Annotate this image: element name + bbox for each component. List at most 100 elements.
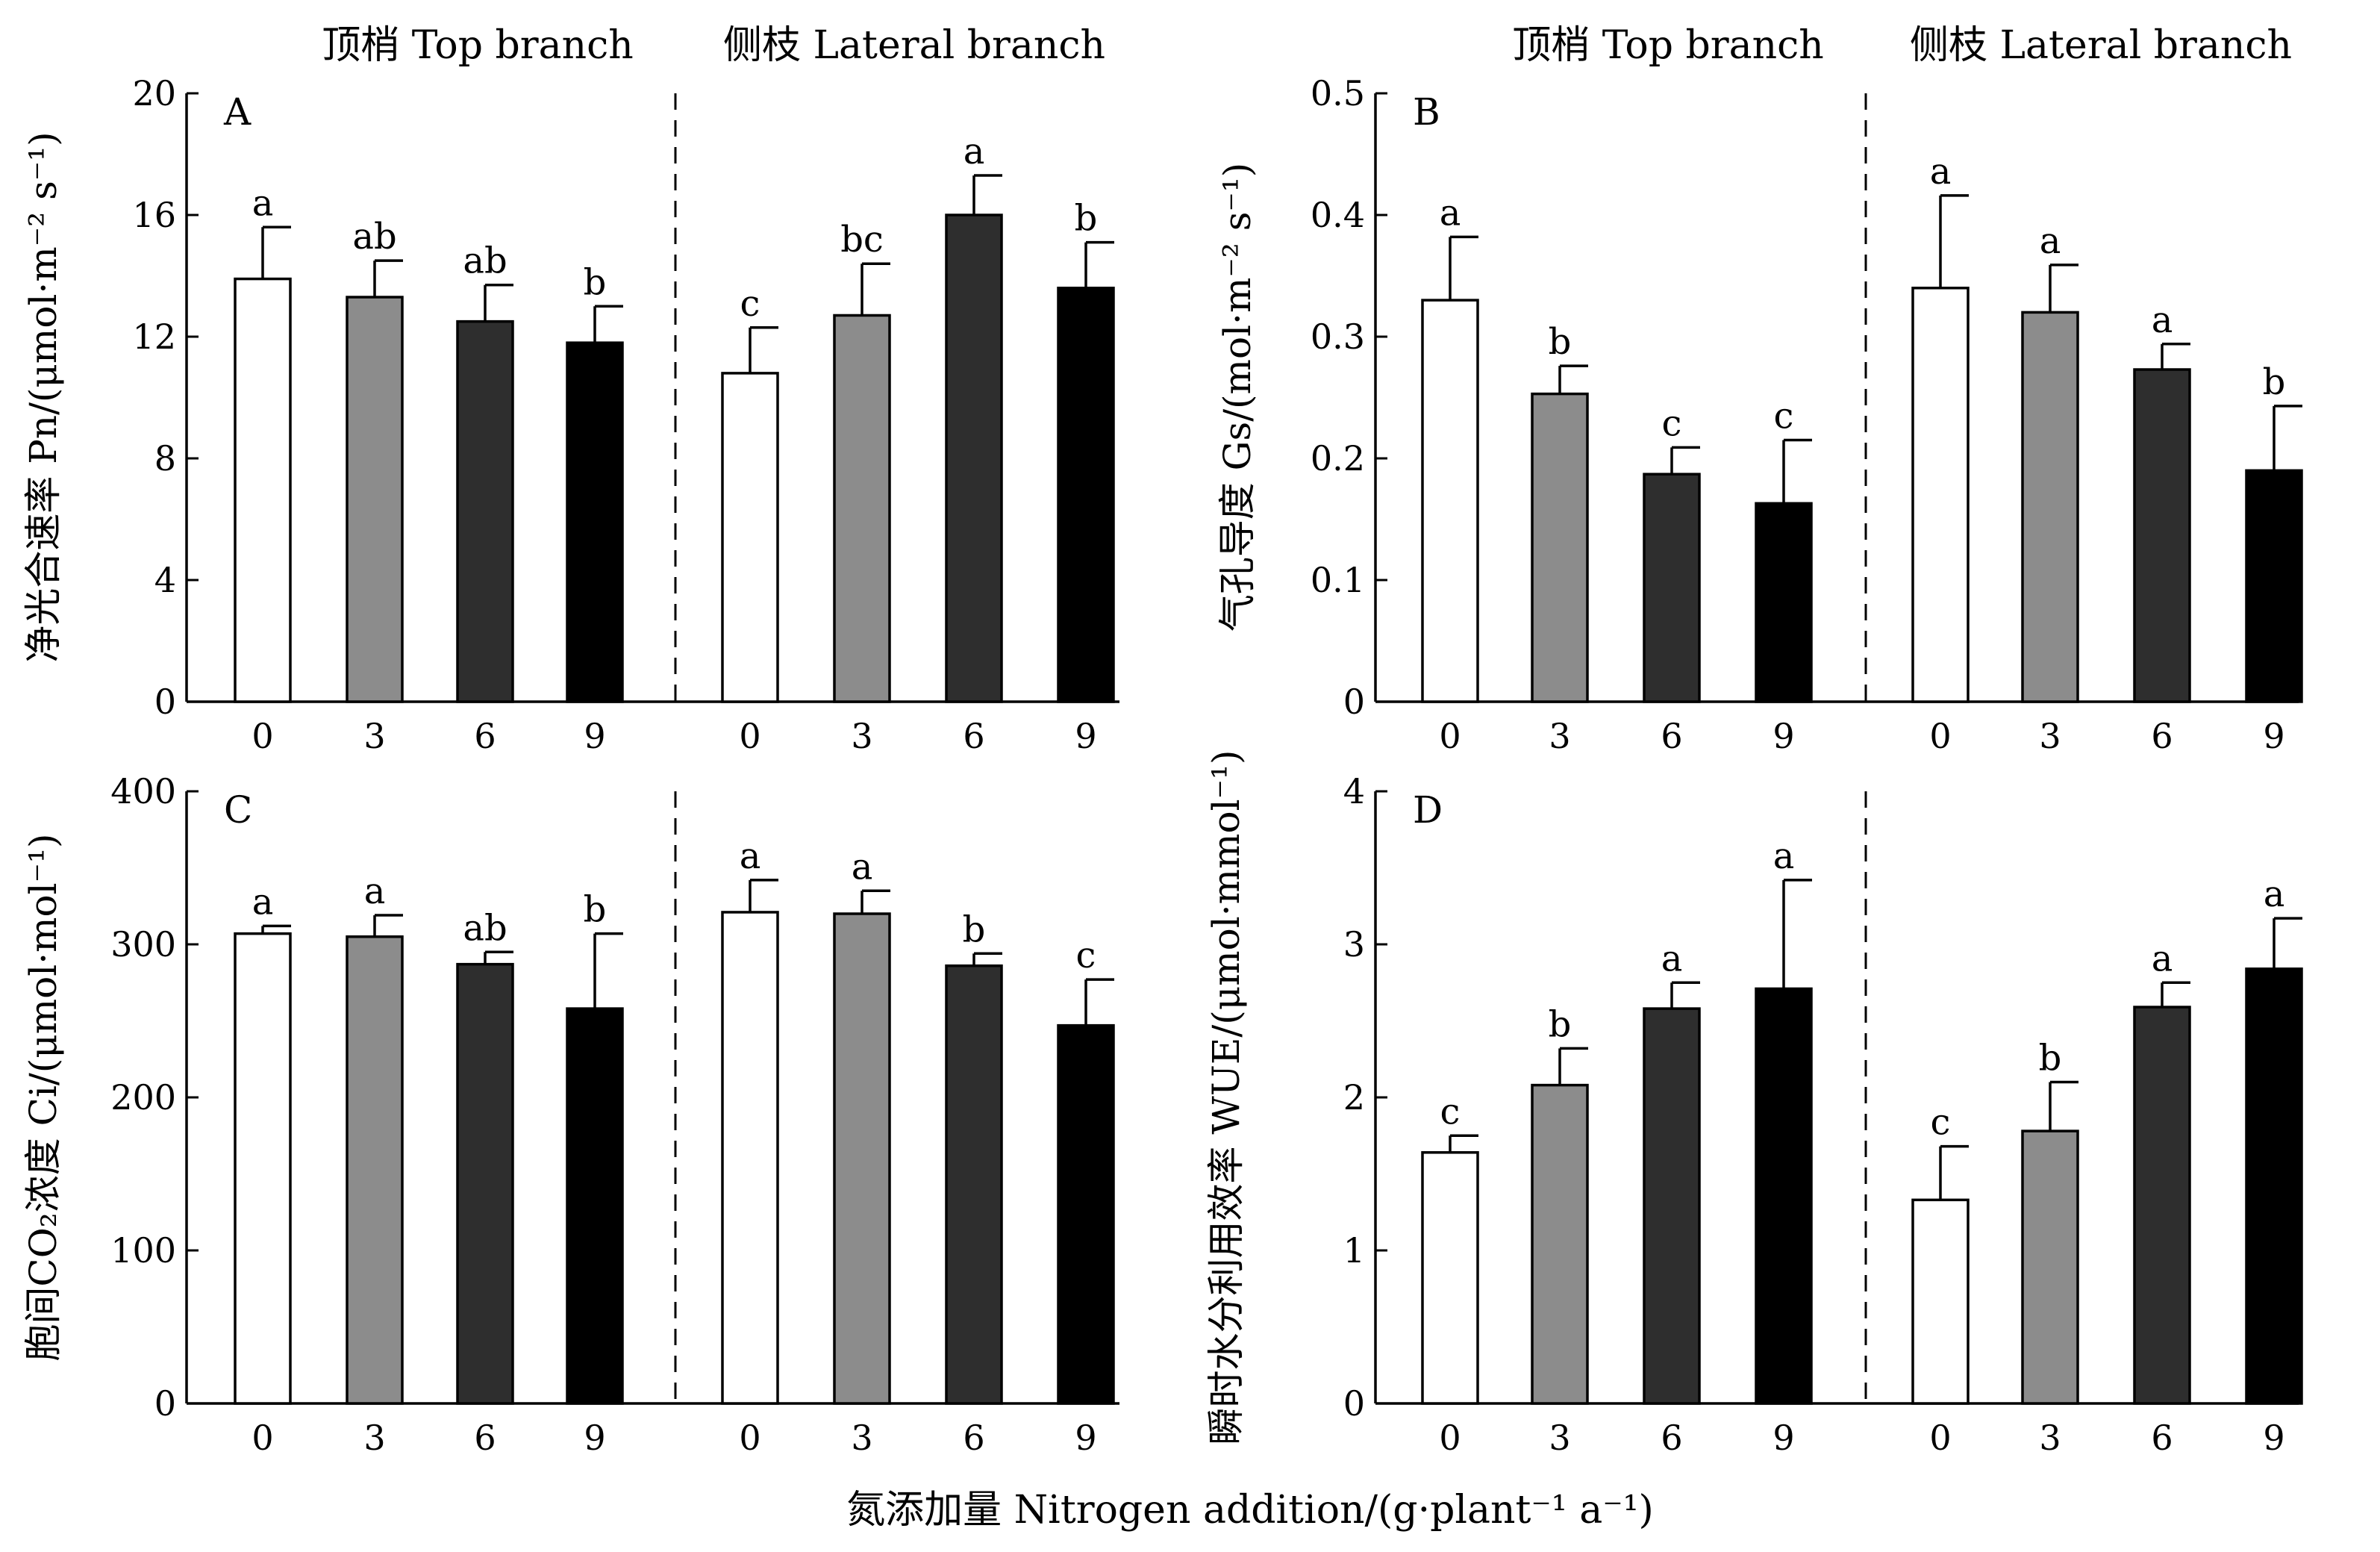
- significance-letter: c: [1440, 1091, 1461, 1132]
- x-axis-title: 氮添加量 Nitrogen addition/(g·plant⁻¹ a⁻¹): [846, 1488, 1654, 1533]
- y-tick-label: 0: [154, 1383, 176, 1424]
- bar: [2245, 967, 2303, 1405]
- x-tick-label: 3: [2039, 716, 2061, 756]
- y-tick-label: 0: [1343, 1383, 1365, 1424]
- bar: [1421, 299, 1479, 703]
- significance-letter: a: [740, 835, 761, 877]
- y-tick-label: 12: [132, 317, 176, 357]
- y-tick-label: 4: [154, 560, 176, 600]
- significance-letter: b: [2263, 361, 2286, 403]
- bar: [833, 314, 891, 703]
- bar: [1643, 1007, 1701, 1405]
- bar: [2021, 311, 2079, 703]
- significance-letter: ab: [463, 907, 507, 949]
- bar: [566, 341, 624, 703]
- x-tick-label: 0: [1929, 716, 1951, 756]
- significance-letter: ab: [463, 240, 507, 282]
- y-axis-title: 净光合速率 Pn/(μmol·m⁻² s⁻¹): [22, 131, 65, 662]
- bar: [456, 962, 514, 1405]
- x-tick-label: 3: [1549, 716, 1570, 756]
- significance-letter: a: [2152, 299, 2173, 341]
- x-tick-label: 9: [2263, 1418, 2284, 1458]
- bar: [2133, 1006, 2191, 1405]
- x-tick-label: 9: [2263, 716, 2284, 756]
- x-tick-label: 3: [363, 1418, 385, 1458]
- x-tick-label: 9: [1075, 716, 1096, 756]
- significance-letter: a: [1930, 151, 1952, 193]
- bar: [945, 964, 1003, 1405]
- bar: [1531, 392, 1589, 703]
- y-tick-label: 0.4: [1311, 195, 1365, 235]
- y-tick-label: 0.5: [1311, 73, 1365, 113]
- y-tick-label: 300: [110, 924, 176, 964]
- y-tick-label: 0.3: [1311, 317, 1365, 357]
- significance-letter: a: [2152, 938, 2173, 979]
- significance-letter: b: [1549, 321, 1572, 363]
- group-title-a-top: 顶梢 Top branch: [322, 23, 634, 68]
- significance-letter: ab: [352, 216, 396, 258]
- x-tick-label: 0: [1439, 716, 1461, 756]
- significance-letter: b: [584, 889, 607, 931]
- x-tick-label: 0: [1929, 1418, 1951, 1458]
- bar: [1755, 502, 1813, 703]
- bar: [1421, 1151, 1479, 1405]
- group-title-b-top: 顶梢 Top branch: [1512, 23, 1824, 68]
- y-tick-label: 3: [1343, 924, 1365, 964]
- y-tick-label: 4: [1343, 771, 1365, 811]
- y-tick-label: 400: [110, 771, 176, 811]
- bar: [566, 1007, 624, 1405]
- bar: [1911, 287, 1970, 703]
- bar: [1911, 1198, 1970, 1405]
- y-axis-title: 瞬时水分利用效率 WUE/(μmol·mmol⁻¹): [1205, 749, 1248, 1445]
- y-axis-title: 气孔导度 Gs/(mol·m⁻² s⁻¹): [1216, 163, 1259, 632]
- y-tick-label: 0.2: [1311, 438, 1365, 479]
- significance-letter: bc: [840, 219, 884, 261]
- y-tick-label: 100: [110, 1230, 176, 1271]
- panel-label: B: [1413, 90, 1440, 134]
- significance-letter: b: [584, 261, 607, 303]
- significance-letter: a: [852, 846, 873, 888]
- x-tick-label: 6: [963, 716, 984, 756]
- significance-letter: a: [963, 131, 985, 172]
- significance-letter: c: [1076, 935, 1096, 976]
- y-tick-label: 1: [1343, 1230, 1365, 1271]
- panel-c: 0 100 200 300 400 C 胞间CO₂浓度 Ci/(μmol·mol⁻¹) a 0 a…: [22, 771, 1119, 1458]
- x-tick-label: 6: [1661, 716, 1682, 756]
- significance-letter: c: [1931, 1102, 1951, 1144]
- bar: [346, 296, 404, 703]
- significance-letter: b: [2039, 1038, 2062, 1079]
- bar: [721, 372, 779, 703]
- y-tick-label: 2: [1343, 1077, 1365, 1118]
- significance-letter: c: [1662, 402, 1682, 444]
- y-axis-title: 胞间CO₂浓度 Ci/(μmol·mol⁻¹): [22, 833, 65, 1361]
- panel-label: D: [1413, 788, 1443, 832]
- x-tick-label: 0: [252, 1418, 273, 1458]
- significance-letter: a: [252, 881, 274, 923]
- x-tick-label: 9: [1772, 716, 1794, 756]
- bar: [2021, 1129, 2079, 1405]
- bar: [833, 912, 891, 1405]
- significance-letter: a: [1440, 192, 1461, 234]
- x-tick-label: 0: [739, 716, 760, 756]
- y-tick-label: 8: [154, 438, 176, 479]
- significance-letter: a: [2264, 873, 2285, 915]
- x-tick-label: 9: [584, 1418, 605, 1458]
- x-tick-label: 9: [1075, 1418, 1096, 1458]
- x-tick-label: 3: [363, 716, 385, 756]
- x-tick-label: 3: [851, 1418, 872, 1458]
- y-tick-label: 0: [154, 682, 176, 722]
- y-tick-label: 200: [110, 1077, 176, 1118]
- y-tick-label: 0.1: [1311, 560, 1365, 600]
- x-tick-label: 6: [2151, 716, 2173, 756]
- x-tick-label: 6: [474, 716, 496, 756]
- panel-d: 0 1 2 3 4 D 瞬时水分利用效率 WUE/(μmol·mmol⁻¹) c 0 b 3 a 6 a 9…: [1205, 749, 2303, 1458]
- panel-b: 0 0.1 0.2 0.3 0.4 0.5 B 气孔导度 Gs/(mol·m⁻² s⁻¹) a 0…: [1216, 73, 2303, 756]
- bar: [1643, 473, 1701, 703]
- bar: [2133, 368, 2191, 703]
- bar: [1531, 1083, 1589, 1405]
- x-tick-label: 3: [851, 716, 872, 756]
- x-tick-label: 6: [474, 1418, 496, 1458]
- bar: [721, 911, 779, 1405]
- significance-letter: c: [740, 283, 760, 325]
